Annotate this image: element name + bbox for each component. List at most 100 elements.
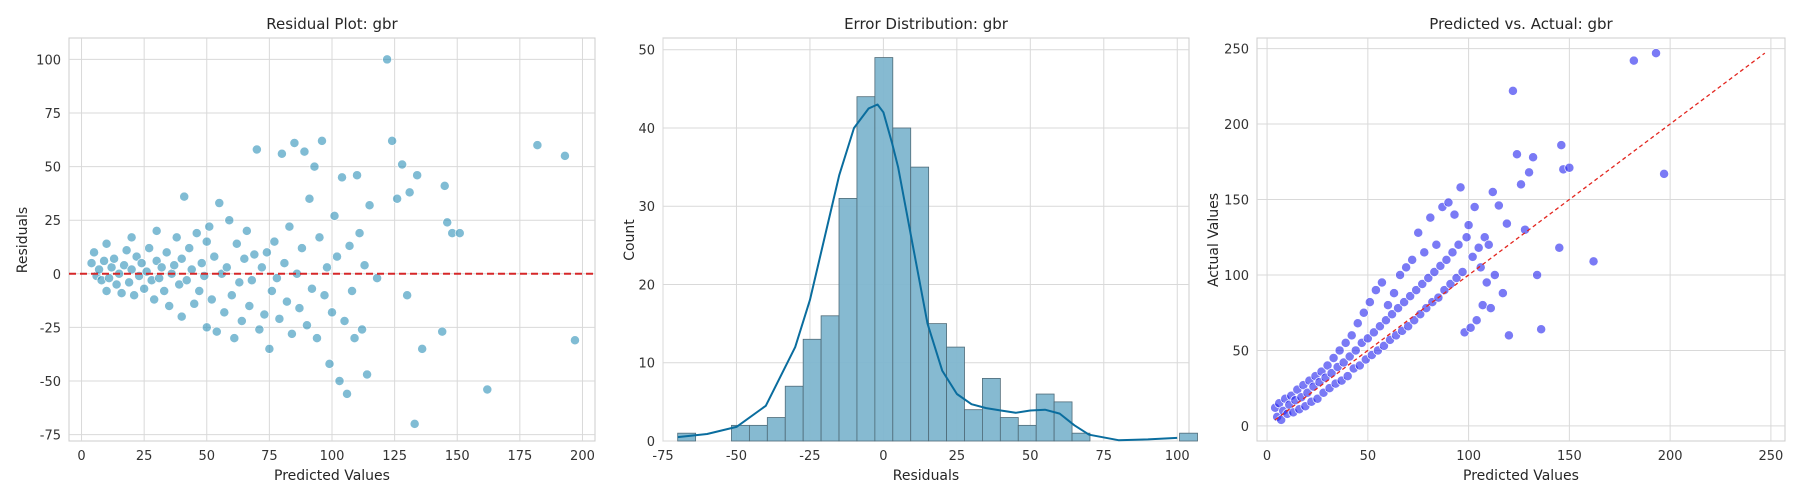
prediction-point xyxy=(1497,288,1508,299)
prediction-point xyxy=(1465,322,1476,333)
prediction-point xyxy=(1485,303,1496,314)
prediction-point xyxy=(1401,262,1412,273)
histogram-bar xyxy=(1071,432,1091,442)
residual-point xyxy=(159,285,170,296)
residual-point xyxy=(304,193,315,204)
residual-point xyxy=(246,275,257,286)
residual-point xyxy=(211,326,222,337)
x-tick-label: 250 xyxy=(1758,449,1783,464)
predicted-vs-actual-panel: 0 50 100 150 200 250 0 50 100 150 200 250 Predicted… xyxy=(1206,15,1786,484)
residual-point xyxy=(236,316,247,326)
residual-point xyxy=(309,161,320,172)
residual-point xyxy=(194,285,205,296)
residual-point xyxy=(364,200,375,211)
prediction-point xyxy=(1411,285,1422,296)
residual-point xyxy=(344,240,355,251)
y-tick-label: 40 xyxy=(638,122,655,137)
prediction-point xyxy=(1532,270,1543,280)
residual-point xyxy=(139,283,150,294)
predicted-vs-actual-title: Predicted vs. Actual: gbr xyxy=(1429,15,1613,33)
residual-point xyxy=(209,251,220,262)
residual-point xyxy=(226,290,237,301)
residual-point xyxy=(201,322,212,333)
prediction-point xyxy=(1393,303,1404,314)
x-tick-label: 50 xyxy=(198,449,215,464)
residual-point xyxy=(397,159,408,170)
residual-point xyxy=(392,193,403,204)
prediction-point xyxy=(1501,218,1512,229)
prediction-point xyxy=(1453,239,1464,250)
residual-point xyxy=(417,343,428,354)
y-tick-label: 150 xyxy=(1224,194,1249,209)
residual-point xyxy=(387,135,398,146)
error-distribution-tick-labels: -75 -50 -25 0 25 50 75 100 0 10 20 30 40 50 xyxy=(638,44,1189,464)
x-tick-label: 175 xyxy=(507,449,532,464)
residual-point xyxy=(99,255,110,266)
prediction-point xyxy=(1421,303,1432,314)
x-tick-label: 150 xyxy=(445,449,470,464)
prediction-point xyxy=(1441,254,1452,265)
error-distribution-title: Error Distribution: gbr xyxy=(844,15,1009,33)
residual-point xyxy=(302,320,312,331)
residual-point xyxy=(324,358,335,369)
residual-point xyxy=(264,343,275,354)
prediction-point xyxy=(1431,239,1442,250)
residual-point xyxy=(94,264,105,275)
residual-point xyxy=(281,296,292,307)
prediction-point xyxy=(1516,179,1526,190)
predicted-vs-actual-grid xyxy=(1257,38,1785,441)
x-tick-label: 100 xyxy=(1456,449,1481,464)
prediction-point xyxy=(1405,291,1416,302)
error-distribution-x-label: Residuals xyxy=(893,468,959,484)
residual-point xyxy=(409,418,420,429)
residual-point xyxy=(570,335,580,346)
residual-point xyxy=(251,144,262,155)
y-tick-label: 50 xyxy=(44,161,61,176)
prediction-point xyxy=(1473,242,1484,253)
x-tick-label: 50 xyxy=(1360,449,1377,464)
prediction-point xyxy=(1362,333,1373,344)
prediction-point xyxy=(1350,345,1361,356)
prediction-point xyxy=(1379,340,1389,351)
predicted-vs-actual-y-label: Actual Values xyxy=(1206,193,1222,287)
residual-point xyxy=(454,228,465,239)
y-tick-label: 50 xyxy=(638,44,655,59)
prediction-point xyxy=(1659,168,1670,179)
y-tick-label: -25 xyxy=(40,321,61,336)
prediction-point xyxy=(1554,242,1565,253)
residual-point xyxy=(126,232,137,243)
residual-plot-marks xyxy=(69,54,595,429)
residual-point xyxy=(299,146,310,157)
residual-point xyxy=(124,277,135,288)
prediction-point xyxy=(1368,327,1379,338)
residual-point xyxy=(136,258,147,269)
y-tick-label: 30 xyxy=(638,200,655,215)
residual-point xyxy=(352,170,362,181)
prediction-point xyxy=(1328,353,1339,363)
residual-point xyxy=(196,258,207,269)
residual-point xyxy=(296,243,307,254)
x-tick-label: 0 xyxy=(879,449,887,464)
residual-point xyxy=(119,260,130,271)
x-tick-label: -50 xyxy=(726,449,747,464)
residual-point xyxy=(231,238,242,249)
residual-plot-panel: 0 25 50 75 100 125 150 175 200 -75 -50 -25 0 25 50 75 10… xyxy=(15,15,596,484)
prediction-point xyxy=(1536,324,1547,335)
residual-point xyxy=(307,283,317,294)
residual-point xyxy=(259,309,270,320)
prediction-point xyxy=(1524,167,1535,178)
residual-point xyxy=(219,307,230,318)
residual-point xyxy=(126,264,137,275)
y-tick-label: 10 xyxy=(638,357,655,372)
prediction-point xyxy=(1374,321,1385,332)
prediction-point xyxy=(1346,330,1357,341)
prediction-point xyxy=(1483,239,1494,250)
residual-point xyxy=(181,275,192,286)
residual-point xyxy=(101,238,112,249)
prediction-point xyxy=(1419,247,1430,258)
prediction-point xyxy=(1457,267,1468,277)
residual-point xyxy=(106,262,117,273)
residual-point xyxy=(357,324,368,335)
residual-point xyxy=(404,187,415,198)
residual-point xyxy=(171,232,182,243)
